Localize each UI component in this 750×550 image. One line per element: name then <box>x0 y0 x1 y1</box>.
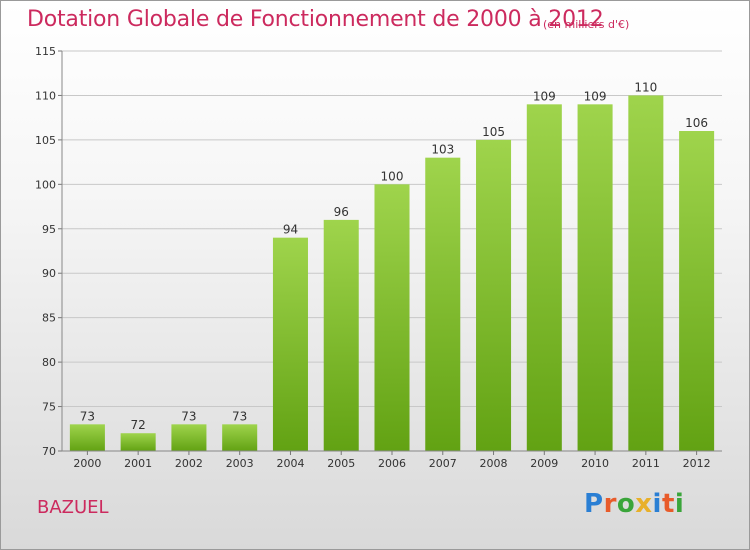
bar-2004 <box>272 237 308 451</box>
y-tick-label: 70 <box>42 445 56 458</box>
y-tick-label: 110 <box>35 89 56 102</box>
x-tick-label-2001: 2001 <box>124 457 152 470</box>
data-label-2010: 109 <box>584 89 607 103</box>
logo-letter: i <box>652 489 662 519</box>
data-label-2005: 96 <box>334 205 349 219</box>
x-tick-label-2011: 2011 <box>632 457 660 470</box>
data-label-2012: 106 <box>685 116 708 130</box>
bar-2006 <box>374 184 410 452</box>
logo-letter: r <box>603 489 617 519</box>
logo-letter: t <box>661 489 675 519</box>
data-label-2008: 105 <box>482 125 505 139</box>
x-tick-label-2006: 2006 <box>378 457 406 470</box>
x-tick-label-2000: 2000 <box>73 457 101 470</box>
x-tick-label-2004: 2004 <box>276 457 304 470</box>
x-tick-label-2005: 2005 <box>327 457 355 470</box>
logo-letter: x <box>635 489 653 519</box>
bar-2008 <box>476 139 512 451</box>
x-tick-label-2009: 2009 <box>530 457 558 470</box>
bar-2012 <box>679 131 715 451</box>
chart-title: Dotation Globale de Fonctionnement de 20… <box>27 7 604 32</box>
data-label-2011: 110 <box>634 80 657 94</box>
logo-letter: i <box>674 489 685 519</box>
data-label-2004: 94 <box>283 223 298 237</box>
x-tick-label-2012: 2012 <box>683 457 711 470</box>
y-tick-label: 105 <box>35 134 56 147</box>
commune-name: BAZUEL <box>37 497 109 518</box>
y-tick-label: 95 <box>42 223 56 236</box>
bar-2000 <box>69 424 105 451</box>
logo-letter: P <box>584 489 604 519</box>
y-tick-label: 100 <box>35 178 56 191</box>
bar-2010 <box>577 104 613 451</box>
x-tick-label-2008: 2008 <box>480 457 508 470</box>
data-label-2001: 72 <box>131 418 146 432</box>
x-tick-label-2002: 2002 <box>175 457 203 470</box>
x-tick-label-2003: 2003 <box>226 457 254 470</box>
data-label-2003: 73 <box>232 409 247 423</box>
y-tick-label: 85 <box>42 312 56 325</box>
data-label-2007: 103 <box>431 143 454 157</box>
bar-2001 <box>120 433 156 451</box>
bar-2003 <box>222 424 258 451</box>
data-label-2006: 100 <box>381 169 404 183</box>
chart-unit: (en milliers d'€) <box>543 18 630 31</box>
bar-2002 <box>171 424 207 451</box>
bar-2011 <box>628 95 664 451</box>
data-label-2009: 109 <box>533 89 556 103</box>
bar-2005 <box>323 219 359 451</box>
y-tick-label: 90 <box>42 267 56 280</box>
x-tick-label-2010: 2010 <box>581 457 609 470</box>
bar-2007 <box>425 157 461 451</box>
data-label-2002: 73 <box>181 409 196 423</box>
data-label-2000: 73 <box>80 409 95 423</box>
logo-letter: o <box>616 489 636 519</box>
y-tick-label: 80 <box>42 356 56 369</box>
y-tick-label: 75 <box>42 401 56 414</box>
y-tick-label: 115 <box>35 45 56 58</box>
x-tick-label-2007: 2007 <box>429 457 457 470</box>
proxiti-logo: Proxiti <box>584 489 684 519</box>
bar-2009 <box>526 104 562 451</box>
